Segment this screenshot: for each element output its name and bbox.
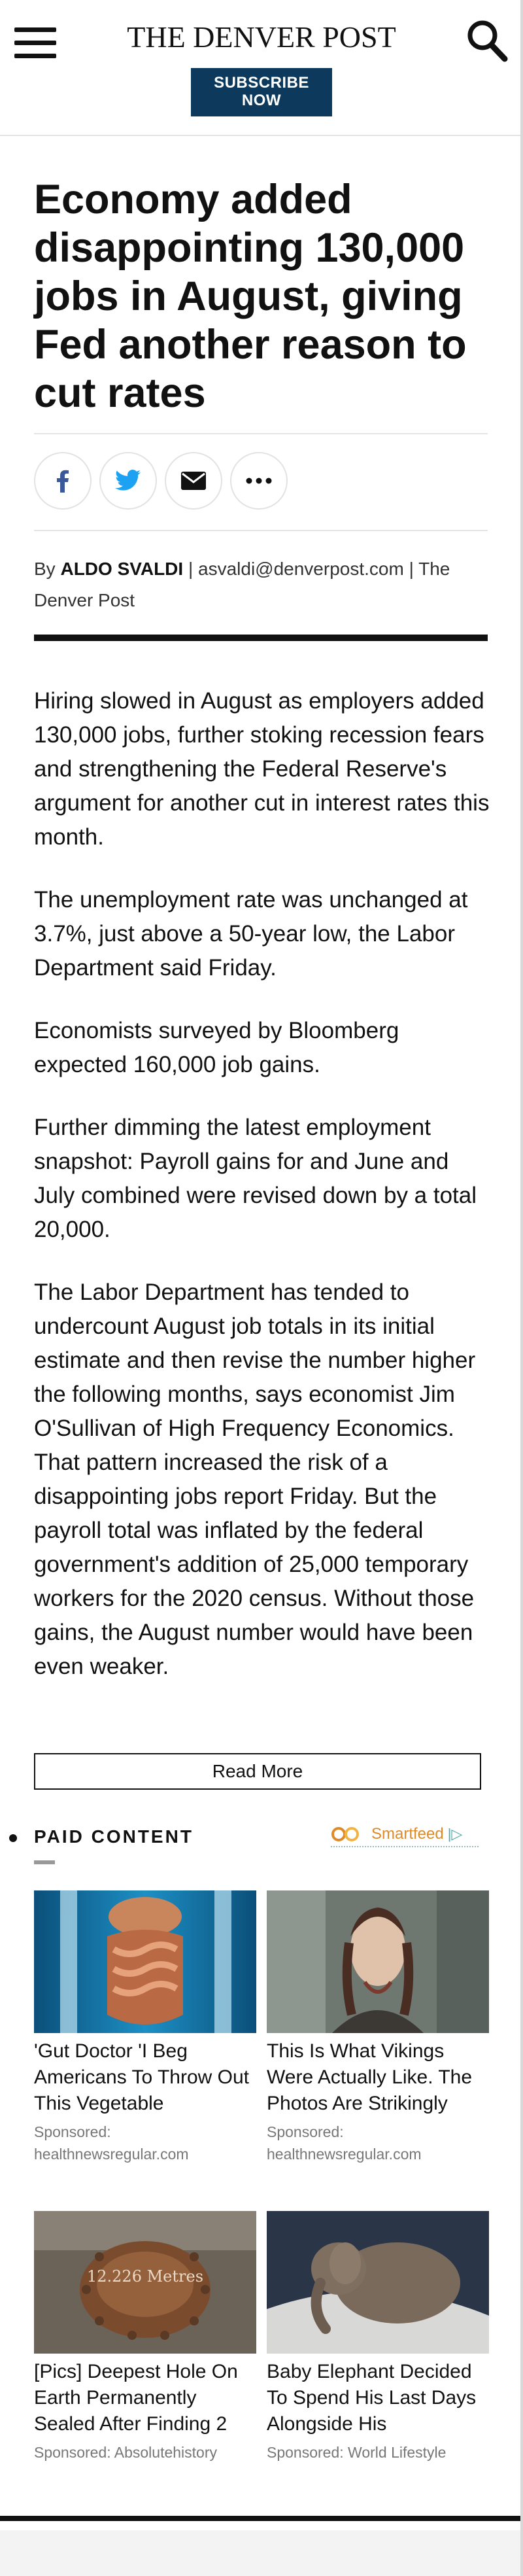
byline: By ALDO SVALDI | asvaldi@denverpost.com … [34, 559, 450, 610]
article-paragraph: Further dimming the latest employment sn… [34, 1115, 477, 1242]
page-scrollbar[interactable] [520, 0, 523, 2576]
bullet-dot [9, 1834, 17, 1842]
footer-area [0, 2530, 523, 2576]
card-image [267, 2211, 489, 2354]
sponsored-card[interactable]: Baby Elephant Decided To Spend His Last … [267, 2211, 489, 2463]
more-share-button[interactable] [230, 452, 288, 510]
site-header: THE DENVER POST SUBSCRIBE NOW [0, 0, 523, 136]
card-title[interactable]: 'Gut Doctor 'I Beg Americans To Throw Ou… [34, 2040, 250, 2114]
card-image-text: 12.226 Metres [87, 2267, 203, 2286]
adchoices-icon[interactable]: |▷ [447, 1826, 463, 1842]
smartfeed-attribution[interactable]: Smartfeed |▷ [331, 1822, 479, 1847]
twitter-share-button[interactable] [99, 452, 157, 510]
sponsored-card[interactable]: This Is What Vikings Were Actually Like.… [267, 1890, 489, 2165]
article-paragraph: The unemployment rate was unchanged at 3… [34, 887, 468, 981]
subscribe-label-line2: NOW [241, 92, 282, 109]
card-image: 12.226 Metres [34, 2211, 256, 2354]
article-paragraph: The Labor Department has tended to under… [34, 1279, 476, 1679]
article-body: Hiring slowed in August as employers add… [34, 684, 492, 1713]
card-sponsor: Sponsored: healthnewsregular.com [267, 2123, 422, 2163]
card-image [34, 1890, 256, 2033]
email-share-button[interactable] [165, 452, 222, 510]
byline-contact: | asvaldi@denverpost.com | The Denver Po… [34, 559, 450, 610]
smartfeed-logo-icon [331, 1827, 359, 1841]
card-title[interactable]: This Is What Vikings Were Actually Like.… [267, 2040, 473, 2114]
paid-content-label: PAID CONTENT [34, 1826, 194, 1847]
read-more-button[interactable]: Read More [34, 1753, 481, 1790]
card-sponsor: Sponsored: World Lifestyle [267, 2444, 447, 2461]
article-headline: Economy added disappointing 130,000 jobs… [34, 177, 467, 416]
subscribe-label-line1: SUBSCRIBE [214, 74, 309, 92]
divider-thick [34, 635, 488, 641]
card-title[interactable]: Baby Elephant Decided To Spend His Last … [267, 2361, 477, 2435]
card-image [267, 1890, 489, 2033]
hamburger-icon[interactable] [14, 26, 56, 59]
subscribe-button[interactable]: SUBSCRIBE NOW [191, 68, 332, 116]
twitter-icon [115, 470, 141, 491]
divider [34, 433, 488, 434]
card-sponsor: Sponsored: Absolutehistory [34, 2444, 218, 2461]
sponsored-card[interactable]: 12.226 Metres [Pics] Deepest Hole On Ear… [34, 2211, 256, 2463]
facebook-icon [57, 470, 69, 493]
article-paragraph: Hiring slowed in August as employers add… [34, 688, 490, 850]
paid-content-underline [34, 1860, 55, 1864]
divider [34, 530, 488, 531]
smartfeed-name: Smartfeed [371, 1825, 444, 1843]
article-paragraph: Economists surveyed by Bloomberg expecte… [34, 1018, 399, 1077]
sponsored-card[interactable]: 'Gut Doctor 'I Beg Americans To Throw Ou… [34, 1890, 256, 2165]
facebook-share-button[interactable] [34, 452, 92, 510]
footer-divider [0, 2516, 523, 2521]
site-logo[interactable]: THE DENVER POST [127, 20, 396, 54]
more-icon [246, 478, 272, 484]
card-sponsor: Sponsored: healthnewsregular.com [34, 2123, 189, 2163]
search-icon[interactable] [465, 18, 509, 63]
email-icon [181, 472, 206, 490]
card-title[interactable]: [Pics] Deepest Hole On Earth Permanently… [34, 2361, 238, 2435]
author-name[interactable]: ALDO SVALDI [60, 559, 184, 579]
